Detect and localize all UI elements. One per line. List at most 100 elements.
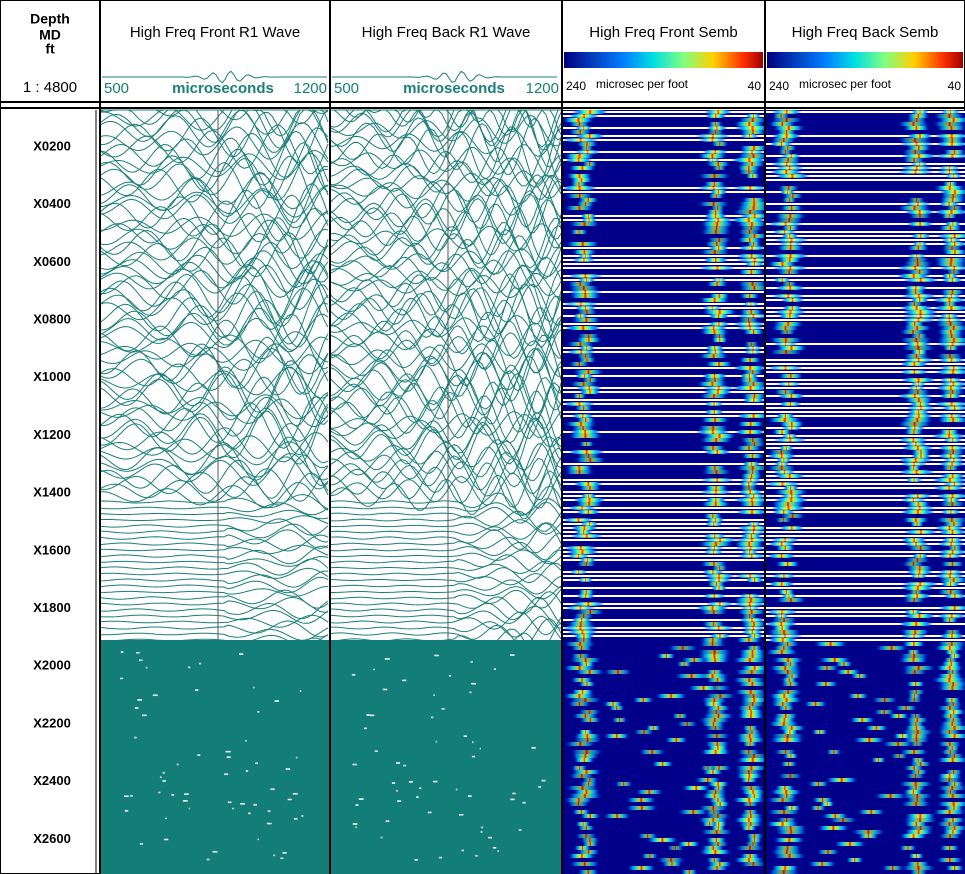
semblance-gap: [765, 167, 965, 169]
waveform-speck: [176, 763, 179, 766]
semblance-blob: [773, 490, 809, 494]
semblance-blob: [908, 386, 925, 390]
semblance-blob: [818, 658, 852, 662]
semblance-blob: [904, 822, 929, 826]
waveform-speck: [171, 794, 175, 796]
semblance-blob: [737, 270, 765, 274]
semblance-gap: [562, 507, 765, 509]
semblance-blob: [772, 714, 799, 718]
semblance-blob: [772, 718, 797, 722]
semblance-blob: [901, 510, 935, 514]
semblance-blob: [575, 530, 592, 534]
semblance-blob: [737, 118, 769, 122]
semblance-blob: [904, 726, 929, 730]
semblance-blob: [771, 506, 806, 510]
semblance-blob: [772, 126, 806, 130]
semblance-blob: [943, 658, 958, 662]
semblance-blob: [739, 702, 766, 706]
semblance-blob: [738, 358, 762, 362]
semblance-blob: [850, 830, 886, 834]
semblance-gap: [765, 615, 965, 617]
semblance-blob: [699, 438, 734, 442]
semblance-blob: [775, 518, 792, 522]
semblance-blob: [902, 314, 939, 318]
semblance-gap: [765, 267, 965, 269]
semblance-blob: [939, 190, 965, 194]
waveform: [99, 360, 329, 420]
waveform-speck: [206, 858, 210, 861]
semblance-blob: [738, 710, 765, 714]
waveform: [329, 179, 563, 234]
semblance-blob: [697, 806, 729, 810]
semblance-blob: [566, 342, 595, 346]
waveform-fill: [330, 640, 562, 874]
depth-label: X1000: [33, 369, 71, 384]
semblance-blob: [903, 278, 939, 282]
semblance-blob: [905, 862, 931, 866]
waveforms: [329, 109, 563, 645]
semblance-blob: [567, 286, 601, 290]
waveform: [330, 584, 563, 600]
semblance-blob: [741, 550, 758, 554]
waveform-speck: [158, 791, 161, 794]
waveform: [99, 596, 329, 613]
semblance-blob: [581, 842, 599, 846]
waveform-speck: [416, 796, 419, 798]
semblance-gap: [765, 507, 965, 509]
semblance-blob: [766, 610, 798, 614]
waveform: [329, 457, 563, 511]
semblance-blob: [773, 214, 807, 218]
semblance-blob: [903, 594, 932, 598]
semblance-blob: [742, 494, 766, 498]
semblance-gap: [562, 551, 765, 553]
semblance-blob: [739, 698, 769, 702]
waveform: [100, 544, 329, 556]
semblance-blob: [904, 614, 935, 618]
waveform-speck: [435, 740, 437, 743]
semblance-blob: [779, 402, 802, 406]
semblance-gap: [562, 603, 765, 605]
waveform: [99, 436, 329, 487]
semblance-blob: [897, 266, 934, 270]
semblance-blob: [933, 262, 965, 266]
semblance-blob: [737, 554, 766, 558]
semblance-blob: [901, 150, 929, 154]
semblance-blob: [736, 282, 769, 286]
waveform: [99, 545, 329, 565]
semblance-gap: [765, 143, 965, 145]
semblance-blob: [570, 230, 589, 234]
semblance-blob: [732, 210, 768, 214]
depth-header: Depth: [30, 11, 70, 27]
semblance-gap: [562, 307, 765, 309]
semblance-blob: [741, 802, 759, 806]
semblance-blob: [901, 734, 931, 738]
semblance-blob: [897, 170, 934, 174]
semblance-blob: [705, 350, 726, 354]
waveform-speck: [274, 700, 280, 702]
semblance-blob: [740, 438, 766, 442]
semblance-blob: [739, 594, 761, 598]
semblance-blob: [703, 390, 732, 394]
semblance-gap: [765, 295, 965, 297]
semblance-blob: [701, 226, 732, 230]
semblance-gap: [562, 279, 765, 281]
semblance-blob: [699, 394, 729, 398]
semblance-gap: [562, 587, 765, 589]
semblance-gap: [765, 635, 965, 637]
waveform-speck: [159, 776, 162, 779]
semblance-blob: [733, 542, 765, 546]
semblance-blob: [736, 258, 773, 262]
semblance-blob: [936, 142, 965, 146]
semblance-gap: [765, 415, 965, 417]
semblance-blob: [783, 754, 799, 758]
semblance-blob: [767, 454, 796, 458]
semblance-blob: [936, 778, 963, 782]
semblance-gap: [765, 279, 965, 281]
semblance-blob: [700, 698, 728, 702]
semblance-gap: [765, 319, 965, 321]
track-title: High Freq Front Semb: [589, 24, 737, 41]
semblance-gap: [765, 359, 965, 361]
waveform-speck: [358, 798, 364, 800]
semblance-blob: [899, 622, 934, 626]
semblance-blob: [576, 334, 601, 338]
